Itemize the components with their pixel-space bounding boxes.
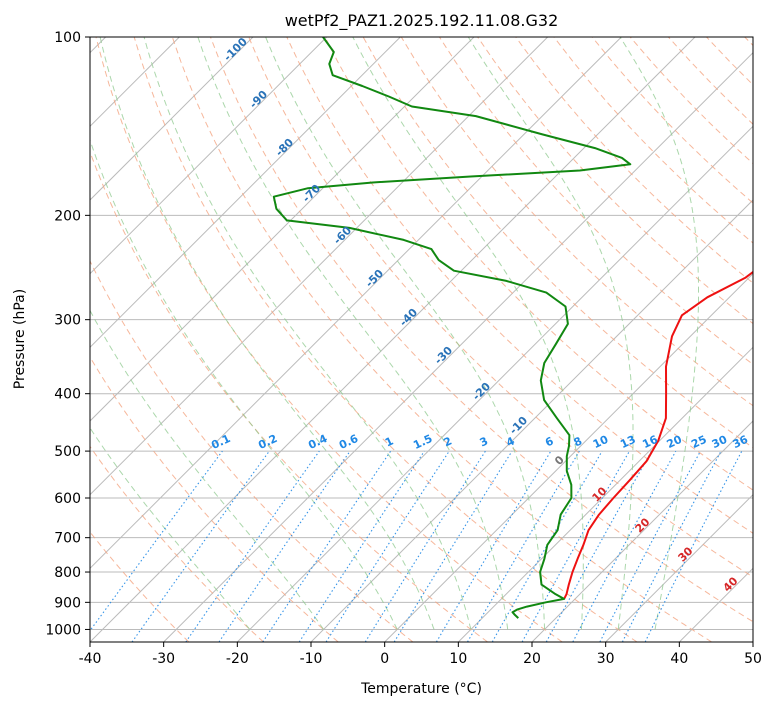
dry-adiabat bbox=[171, 37, 712, 642]
dry-adiabat bbox=[133, 37, 638, 642]
y-tick-label: 900 bbox=[54, 595, 81, 611]
isotherm-line bbox=[90, 37, 254, 201]
x-tick-label: 20 bbox=[523, 651, 541, 667]
mixing-ratio-line bbox=[325, 450, 450, 642]
x-tick-label: -30 bbox=[152, 651, 175, 667]
x-tick-label: -40 bbox=[79, 651, 102, 667]
isotherm-line bbox=[90, 37, 696, 642]
isotherm-line bbox=[163, 51, 753, 642]
moist-adiabat bbox=[99, 37, 435, 630]
x-tick-label: 30 bbox=[597, 651, 615, 667]
y-axis-title: Pressure (hPa) bbox=[12, 289, 28, 389]
mixing-ratio-line bbox=[131, 450, 270, 642]
mixing-ratio-line bbox=[185, 450, 320, 642]
x-tick-label: 0 bbox=[380, 651, 389, 667]
mixing-ratio-line bbox=[90, 450, 223, 632]
x-tick-label: -20 bbox=[226, 651, 249, 667]
isotherm-line bbox=[384, 272, 753, 642]
y-tick-label: 800 bbox=[54, 565, 81, 581]
mixing-ratio-line bbox=[521, 450, 630, 642]
isotherm-line bbox=[90, 37, 622, 570]
mixing-ratio-label: 25 bbox=[689, 433, 708, 451]
isotherm-line bbox=[531, 420, 753, 642]
y-tick-label: 500 bbox=[54, 444, 81, 460]
dry-adiabat bbox=[286, 37, 753, 534]
series-layer bbox=[272, 37, 753, 619]
y-tick-label: 400 bbox=[54, 387, 81, 403]
moist-adiabat bbox=[143, 37, 472, 630]
moist-adiabat bbox=[265, 37, 546, 630]
mixing-ratio-label: 30 bbox=[710, 433, 730, 451]
isotherm-line bbox=[457, 346, 753, 642]
isotherm-line bbox=[90, 37, 475, 422]
moist-adiabat bbox=[352, 37, 584, 630]
temperature-profile-line bbox=[563, 270, 753, 600]
mixing-ratio-line bbox=[572, 450, 677, 642]
x-tick-label: -10 bbox=[300, 651, 323, 667]
y-tick-label: 200 bbox=[54, 208, 81, 224]
mixing-ratio-label: 10 bbox=[591, 433, 611, 451]
y-tick-label: 100 bbox=[54, 30, 81, 46]
dry-adiabat bbox=[90, 259, 414, 642]
plot-frame bbox=[89, 36, 754, 643]
dry-adiabat bbox=[324, 37, 753, 491]
y-tick-label: 700 bbox=[54, 531, 81, 547]
moist-adiabat bbox=[90, 309, 324, 630]
grid-layer bbox=[90, 37, 753, 642]
dry-adiabat bbox=[90, 356, 339, 642]
moist-adiabat bbox=[90, 427, 251, 630]
mixing-ratio-line bbox=[644, 450, 743, 642]
dry-adiabat bbox=[90, 445, 264, 642]
y-tick-label: 600 bbox=[54, 491, 81, 507]
mixing-ratio-line bbox=[298, 450, 425, 642]
mixing-ratio-line bbox=[262, 450, 392, 642]
dry-adiabat bbox=[95, 37, 563, 642]
moist-adiabat bbox=[619, 37, 699, 630]
chart-title: wetPf2_PAZ1.2025.192.11.08.G32 bbox=[285, 11, 559, 31]
isotherm-line bbox=[605, 493, 753, 642]
isotherm-line bbox=[90, 37, 328, 275]
x-tick-label: 10 bbox=[449, 651, 467, 667]
dewpoint-profile-line bbox=[272, 37, 632, 619]
isotherm-line bbox=[236, 125, 753, 642]
moist-adiabat bbox=[197, 37, 509, 630]
axis-ticks: -40 -30 -20 -10 0 10 20 30 40 50 100 200 300 400 500 60… bbox=[45, 30, 762, 667]
mixing-ratio-line bbox=[545, 450, 653, 642]
mixing-ratio-label: 20 bbox=[665, 433, 685, 451]
dry-adiabat bbox=[515, 37, 753, 284]
moist-adiabat bbox=[467, 37, 634, 630]
x-tick-label: 40 bbox=[670, 651, 688, 667]
y-tick-label: 1000 bbox=[45, 622, 81, 638]
mixing-ratio-line bbox=[393, 450, 513, 642]
dry-adiabat bbox=[210, 37, 753, 623]
mixing-ratio-label: 36 bbox=[731, 433, 751, 451]
mixing-ratio-line bbox=[218, 450, 351, 642]
moist-adiabat bbox=[90, 138, 398, 630]
mixing-ratio-label: 16 bbox=[640, 433, 660, 451]
x-axis-title: Temperature (°C) bbox=[360, 681, 482, 697]
mixing-ratio-label: 13 bbox=[618, 433, 637, 451]
isotherm-line bbox=[90, 37, 401, 349]
y-tick-label: 300 bbox=[54, 313, 81, 329]
x-tick-label: 50 bbox=[744, 651, 762, 667]
isotherm-line bbox=[90, 37, 549, 496]
